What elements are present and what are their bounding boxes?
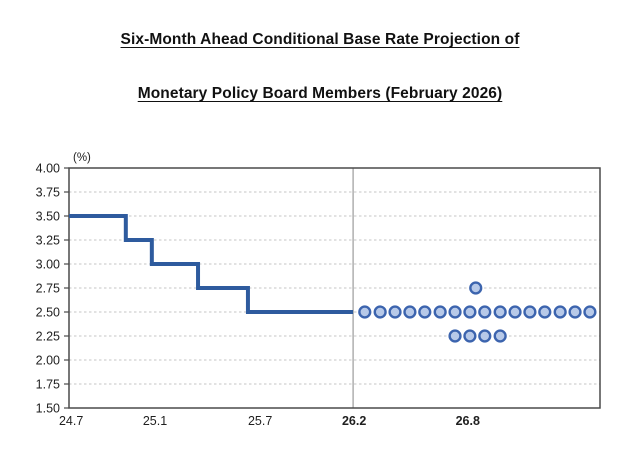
- y-axis-tick-label: 3.00: [36, 258, 60, 272]
- projection-dot: [433, 305, 447, 319]
- projection-dot: [388, 305, 402, 319]
- projection-dot: [508, 305, 522, 319]
- x-axis-tick-label: 24.7: [59, 414, 83, 428]
- y-axis-tick-label: 2.75: [36, 282, 60, 296]
- y-axis-tick-label: 3.25: [36, 234, 60, 248]
- y-axis-tick-label: 4.00: [36, 162, 60, 176]
- x-axis-tick-label: 26.8: [456, 414, 480, 428]
- projection-dot: [448, 305, 462, 319]
- x-axis-tick-label: 25.1: [143, 414, 167, 428]
- projection-dot: [403, 305, 417, 319]
- projection-dot: [493, 305, 507, 319]
- projection-dot: [469, 281, 483, 295]
- plot-border: [68, 167, 601, 409]
- y-axis-tick-label: 3.50: [36, 210, 60, 224]
- x-axis-tick-label: 26.2: [342, 414, 366, 428]
- projection-dot: [493, 329, 507, 343]
- y-axis-tick-label: 1.75: [36, 378, 60, 392]
- projection-dot: [478, 305, 492, 319]
- y-axis-tick-label: 1.50: [36, 402, 60, 416]
- projection-dot: [538, 305, 552, 319]
- projection-dot: [418, 305, 432, 319]
- y-axis-tick-label: 2.50: [36, 306, 60, 320]
- actual-rate-step-line: [69, 214, 354, 314]
- projection-dot: [463, 329, 477, 343]
- chart-title-line-1: Six-Month Ahead Conditional Base Rate Pr…: [120, 31, 520, 48]
- projection-dot: [448, 329, 462, 343]
- projection-dot: [553, 305, 567, 319]
- projection-dot: [523, 305, 537, 319]
- x-axis-tick-label: 25.7: [248, 414, 272, 428]
- projection-dot: [568, 305, 582, 319]
- y-axis-unit-label: (%): [73, 152, 91, 164]
- chart-title-line-2: Monetary Policy Board Members (February …: [137, 85, 503, 102]
- projection-dot: [358, 305, 372, 319]
- projection-dot: [583, 305, 597, 319]
- projection-dot: [373, 305, 387, 319]
- y-axis-tick-label: 3.75: [36, 186, 60, 200]
- projection-dot: [478, 329, 492, 343]
- y-axis-tick-label: 2.25: [36, 330, 60, 344]
- projection-dot: [463, 305, 477, 319]
- y-axis-tick-label: 2.00: [36, 354, 60, 368]
